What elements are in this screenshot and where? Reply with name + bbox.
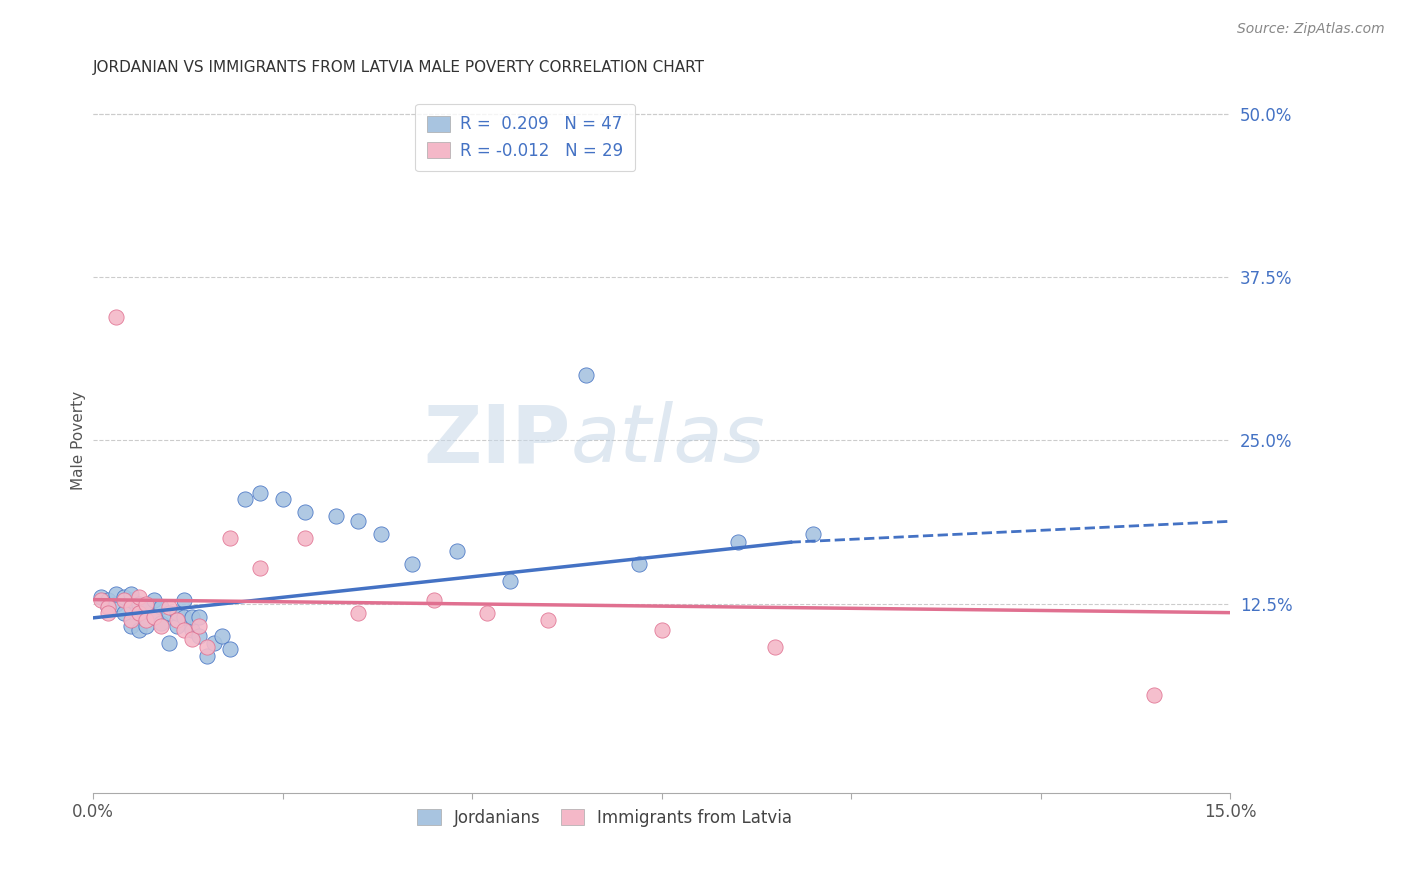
Point: [347, 606, 370, 620]
Point: [120, 592, 142, 607]
Point: [112, 606, 135, 620]
Point: [128, 590, 150, 604]
Point: [423, 592, 446, 607]
Point: [537, 614, 560, 628]
Point: [135, 614, 157, 628]
Point: [90, 590, 112, 604]
Point: [499, 574, 522, 589]
Point: [727, 535, 749, 549]
Point: [173, 592, 195, 607]
Text: atlas: atlas: [571, 401, 765, 480]
Y-axis label: Male Poverty: Male Poverty: [72, 391, 86, 490]
Point: [97, 600, 120, 615]
Point: [627, 558, 650, 572]
Point: [233, 492, 256, 507]
Point: [90, 592, 112, 607]
Point: [166, 606, 188, 620]
Point: [188, 609, 211, 624]
Point: [120, 614, 142, 628]
Point: [347, 514, 370, 528]
Text: ZIP: ZIP: [423, 401, 571, 480]
Point: [166, 618, 188, 632]
Point: [195, 648, 218, 663]
Point: [249, 561, 271, 575]
Point: [128, 597, 150, 611]
Point: [1143, 688, 1166, 702]
Point: [112, 590, 135, 604]
Point: [112, 592, 135, 607]
Point: [120, 600, 142, 615]
Point: [150, 616, 173, 631]
Point: [294, 505, 316, 519]
Point: [575, 368, 598, 383]
Point: [120, 587, 142, 601]
Point: [218, 531, 240, 545]
Point: [157, 606, 180, 620]
Point: [188, 629, 211, 643]
Point: [446, 544, 468, 558]
Point: [97, 606, 120, 620]
Point: [204, 635, 226, 649]
Point: [128, 606, 150, 620]
Point: [651, 623, 673, 637]
Point: [150, 600, 173, 615]
Point: [128, 623, 150, 637]
Point: [765, 640, 787, 654]
Point: [150, 618, 173, 632]
Point: [104, 587, 127, 601]
Point: [157, 600, 180, 615]
Point: [180, 632, 202, 646]
Point: [271, 492, 294, 507]
Point: [294, 531, 316, 545]
Legend: Jordanians, Immigrants from Latvia: Jordanians, Immigrants from Latvia: [411, 802, 799, 834]
Point: [120, 618, 142, 632]
Point: [135, 618, 157, 632]
Point: [188, 618, 211, 632]
Point: [218, 642, 240, 657]
Point: [97, 592, 120, 607]
Point: [401, 558, 423, 572]
Point: [249, 485, 271, 500]
Point: [180, 623, 202, 637]
Point: [370, 527, 392, 541]
Point: [195, 640, 218, 654]
Point: [166, 614, 188, 628]
Point: [104, 310, 127, 324]
Point: [97, 600, 120, 615]
Point: [180, 609, 202, 624]
Point: [477, 606, 499, 620]
Point: [325, 509, 347, 524]
Point: [211, 629, 233, 643]
Point: [142, 592, 165, 607]
Point: [173, 623, 195, 637]
Text: JORDANIAN VS IMMIGRANTS FROM LATVIA MALE POVERTY CORRELATION CHART: JORDANIAN VS IMMIGRANTS FROM LATVIA MALE…: [93, 60, 706, 75]
Point: [801, 527, 824, 541]
Text: Source: ZipAtlas.com: Source: ZipAtlas.com: [1237, 22, 1385, 37]
Point: [104, 597, 127, 611]
Point: [142, 609, 165, 624]
Point: [135, 597, 157, 611]
Point: [142, 609, 165, 624]
Point: [128, 606, 150, 620]
Point: [173, 609, 195, 624]
Point: [135, 600, 157, 615]
Point: [157, 635, 180, 649]
